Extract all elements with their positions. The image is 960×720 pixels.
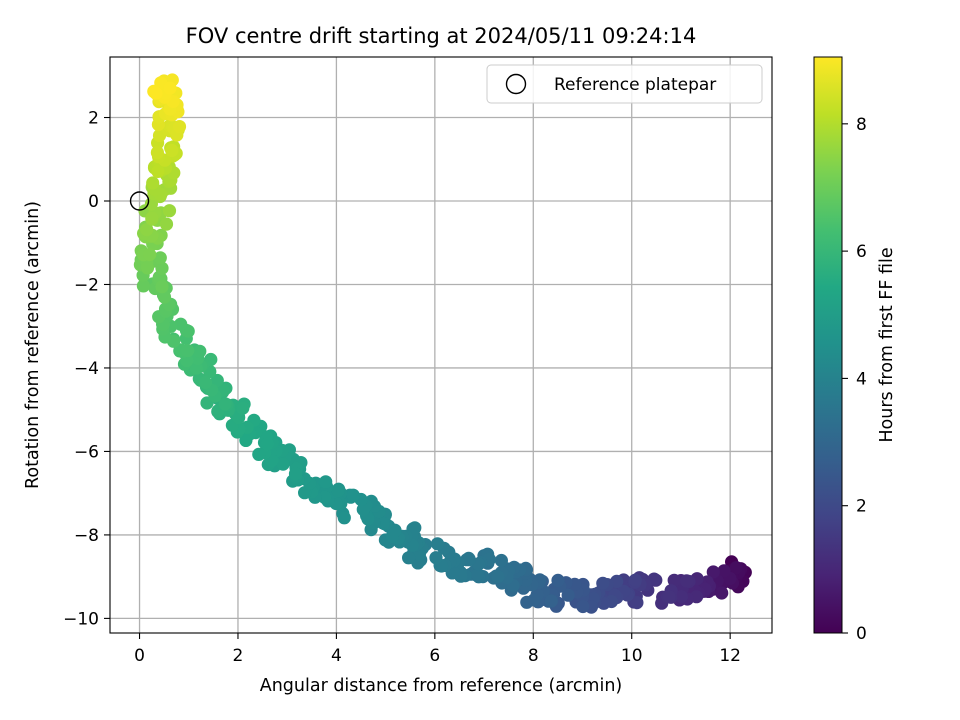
colorbar-tick-label: 4 [856,369,867,389]
data-point [174,317,188,331]
y-tick-label: −10 [63,609,99,629]
data-point [150,146,164,160]
chart-title: FOV centre drift starting at 2024/05/11 … [186,24,697,48]
legend: Reference platepar [486,64,763,104]
x-tick-label: 2 [233,646,244,666]
data-point [715,586,729,600]
data-point [576,599,590,614]
data-point [706,565,720,579]
data-point [172,120,187,134]
y-axis: −10 −8 −6 −4 −2 0 2 [63,109,110,629]
x-tick-label: 4 [331,646,342,666]
data-point [462,553,476,567]
data-point [140,223,154,237]
data-point [356,502,370,517]
data-point [630,596,644,610]
data-point [140,261,155,275]
data-point [429,551,443,565]
data-point [210,373,224,388]
data-point [337,511,351,525]
colorbar-tick-label: 2 [856,497,867,517]
data-point [729,561,743,575]
y-tick-label: −2 [74,275,99,295]
legend-marker [505,73,527,95]
data-point [159,217,174,231]
data-point [430,537,445,551]
data-point [376,516,390,530]
data-point [551,573,565,588]
data-point [218,397,232,411]
y-tick-label: 2 [88,109,99,129]
legend-box [486,64,763,104]
data-point [288,467,303,481]
data-point [596,576,610,590]
data-point [412,547,426,562]
data-point [680,574,694,588]
data-point [331,484,345,498]
data-point [662,590,676,604]
data-point [153,251,167,265]
y-tick-label: −6 [74,442,99,462]
data-point [318,490,332,504]
x-tick-label: 0 [134,646,145,666]
data-point [189,361,203,375]
data-point [163,81,177,95]
colorbar-label: Hours from first FF file [877,247,897,442]
plot-frame [109,56,773,634]
data-point [402,551,416,565]
colorbar-tick-label: 8 [856,115,867,135]
x-tick-label: 12 [719,646,741,666]
y-tick-label: 0 [88,192,99,212]
data-point [198,375,213,390]
data-point [155,280,169,294]
data-point [628,573,642,587]
data-point [276,457,290,471]
data-point [155,261,169,275]
data-point [181,344,195,358]
y-tick-label: −8 [74,526,99,546]
data-point [491,570,505,584]
data-point [193,344,207,358]
data-point [252,447,266,461]
data-point [136,279,150,293]
data-point [151,164,165,178]
colorbar-axis: 0 2 4 6 8 [842,115,867,644]
data-point [157,290,172,304]
data-point [319,475,333,489]
data-point [544,594,558,608]
data-point [236,401,250,415]
data-point [674,590,689,604]
data-point [667,573,681,587]
data-point [143,247,157,262]
x-tick-label: 10 [621,646,643,666]
y-tick-label: −4 [74,359,99,379]
x-tick-label: 8 [528,646,539,666]
data-point [561,588,575,602]
data-point [494,553,508,568]
data-point [146,176,160,190]
data-point [471,567,485,581]
data-point [165,143,179,158]
data-point [527,593,541,607]
data-point [162,204,177,218]
data-point [346,488,360,502]
colorbar [813,56,843,634]
grid [110,57,772,633]
scatter-points [133,73,752,614]
data-point [149,86,163,100]
data-point [388,524,402,538]
colorbar-tick-label: 0 [856,624,867,644]
data-point [260,437,274,451]
colorbar-tick-label: 6 [856,242,867,262]
reference-marker [129,191,150,211]
x-axis-label: Angular distance from reference (arcmin) [260,676,623,696]
data-point [717,564,731,578]
data-point [145,211,159,225]
x-axis: 0 2 4 6 8 10 12 [134,633,741,666]
y-axis-label: Rotation from reference (arcmin) [23,201,43,489]
legend-label: Reference platepar [554,75,716,95]
x-tick-label: 6 [429,646,440,666]
